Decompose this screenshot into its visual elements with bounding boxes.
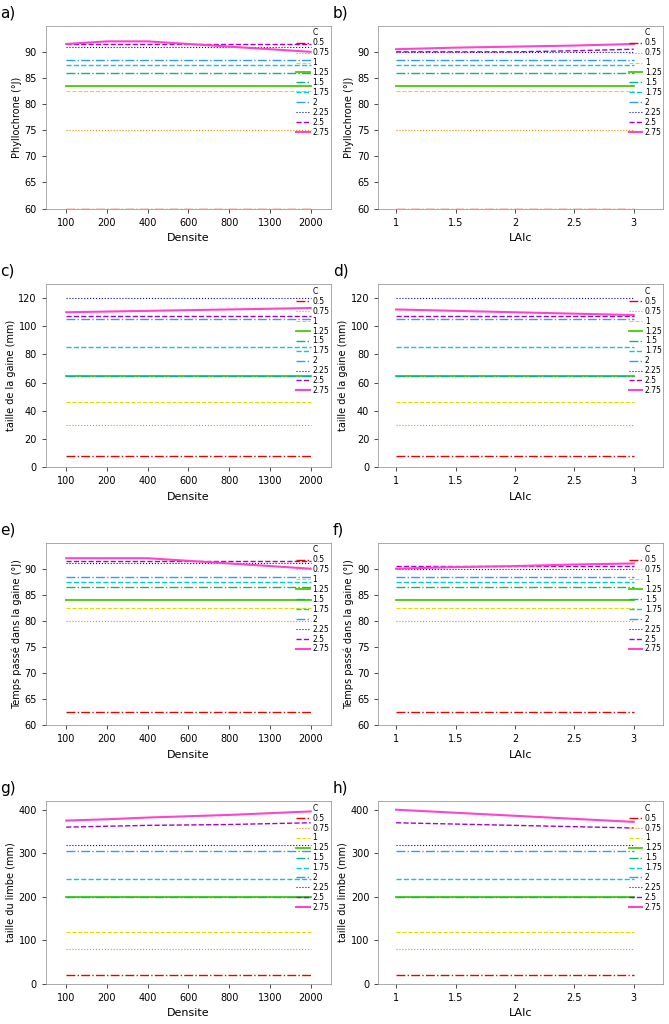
X-axis label: Densite: Densite [167, 233, 210, 243]
Legend: C, 0.5, 0.75, 1, 1.25, 1.5, 1.75, 2, 2.25, 2.5, 2.75: C, 0.5, 0.75, 1, 1.25, 1.5, 1.75, 2, 2.2… [296, 28, 330, 137]
Legend: C, 0.5, 0.75, 1, 1.25, 1.5, 1.75, 2, 2.25, 2.5, 2.75: C, 0.5, 0.75, 1, 1.25, 1.5, 1.75, 2, 2.2… [628, 28, 662, 137]
Y-axis label: Phyllochrone (°J): Phyllochrone (°J) [344, 77, 354, 158]
Text: e): e) [0, 522, 15, 537]
Text: b): b) [332, 5, 349, 20]
Text: c): c) [0, 263, 15, 279]
Legend: C, 0.5, 0.75, 1, 1.25, 1.5, 1.75, 2, 2.25, 2.5, 2.75: C, 0.5, 0.75, 1, 1.25, 1.5, 1.75, 2, 2.2… [296, 803, 330, 912]
Y-axis label: Temps passé dans la gaine (°J): Temps passé dans la gaine (°J) [11, 559, 21, 709]
X-axis label: LAIc: LAIc [509, 233, 533, 243]
Text: g): g) [0, 780, 16, 796]
Y-axis label: taille de la gaine (mm): taille de la gaine (mm) [338, 319, 348, 431]
Legend: C, 0.5, 0.75, 1, 1.25, 1.5, 1.75, 2, 2.25, 2.5, 2.75: C, 0.5, 0.75, 1, 1.25, 1.5, 1.75, 2, 2.2… [628, 286, 662, 396]
Legend: C, 0.5, 0.75, 1, 1.25, 1.5, 1.75, 2, 2.25, 2.5, 2.75: C, 0.5, 0.75, 1, 1.25, 1.5, 1.75, 2, 2.2… [296, 545, 330, 654]
X-axis label: Densite: Densite [167, 750, 210, 760]
Text: f): f) [332, 522, 344, 537]
Legend: C, 0.5, 0.75, 1, 1.25, 1.5, 1.75, 2, 2.25, 2.5, 2.75: C, 0.5, 0.75, 1, 1.25, 1.5, 1.75, 2, 2.2… [628, 803, 662, 912]
Legend: C, 0.5, 0.75, 1, 1.25, 1.5, 1.75, 2, 2.25, 2.5, 2.75: C, 0.5, 0.75, 1, 1.25, 1.5, 1.75, 2, 2.2… [296, 286, 330, 396]
X-axis label: Densite: Densite [167, 492, 210, 502]
Y-axis label: taille du limbe (mm): taille du limbe (mm) [338, 843, 348, 942]
X-axis label: Densite: Densite [167, 1009, 210, 1019]
Text: a): a) [0, 5, 15, 20]
Y-axis label: Temps passé dans la gaine (°J): Temps passé dans la gaine (°J) [343, 559, 354, 709]
X-axis label: LAIc: LAIc [509, 1009, 533, 1019]
Y-axis label: Phyllochrone (°J): Phyllochrone (°J) [11, 77, 21, 158]
Legend: C, 0.5, 0.75, 1, 1.25, 1.5, 1.75, 2, 2.25, 2.5, 2.75: C, 0.5, 0.75, 1, 1.25, 1.5, 1.75, 2, 2.2… [628, 545, 662, 654]
X-axis label: LAIc: LAIc [509, 750, 533, 760]
Text: h): h) [332, 780, 348, 796]
Text: d): d) [332, 263, 349, 279]
Y-axis label: taille de la gaine (mm): taille de la gaine (mm) [5, 319, 15, 431]
Y-axis label: taille du limbe (mm): taille du limbe (mm) [5, 843, 15, 942]
X-axis label: LAIc: LAIc [509, 492, 533, 502]
